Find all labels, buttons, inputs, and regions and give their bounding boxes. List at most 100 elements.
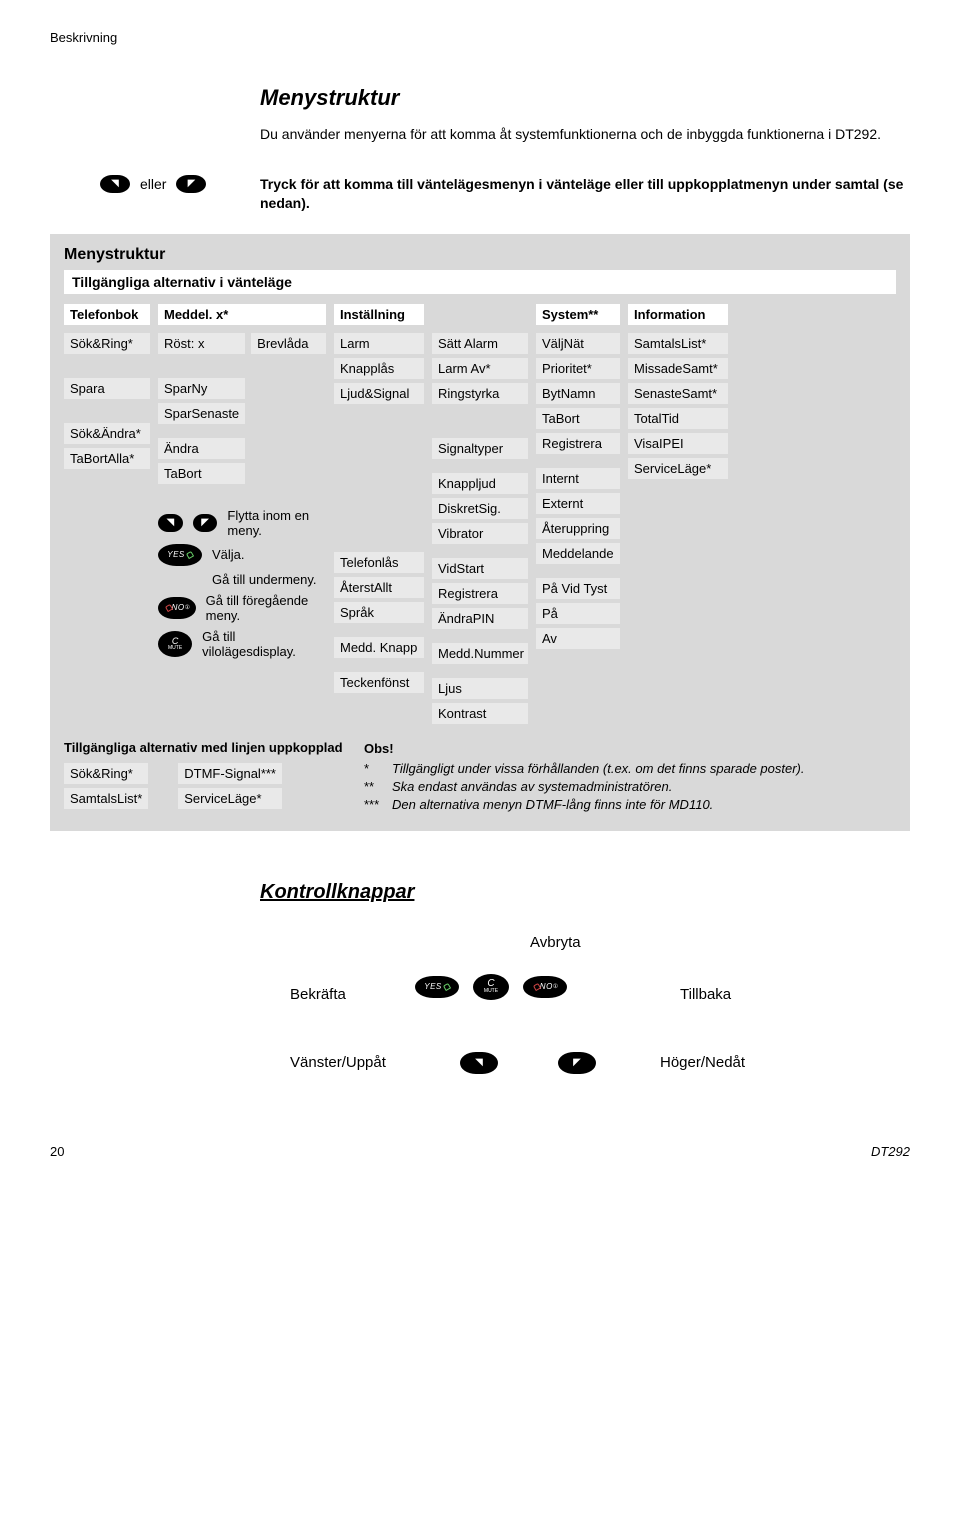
info-item: VisaIPEI xyxy=(628,433,728,454)
head-installning: Inställning xyxy=(334,304,424,325)
meddel-item: TaBort xyxy=(158,463,245,484)
label-tillbaka: Tillbaka xyxy=(680,986,731,1003)
label-vanster: Vänster/Uppåt xyxy=(290,1054,386,1071)
system-item: Prioritet* xyxy=(536,358,620,379)
obs-ast: * xyxy=(364,760,386,778)
inst-item: Ljud&Signal xyxy=(334,383,424,404)
system-item: VäljNät xyxy=(536,333,620,354)
telefonbok-item: Sök&Ändra* xyxy=(64,423,150,444)
legend-text: Gå till föregående meny. xyxy=(206,593,326,623)
left-arrow-icon: ◥ xyxy=(460,1052,498,1074)
kontroll-section: Kontrollknappar Avbryta Bekräfta Tillbak… xyxy=(260,881,910,1094)
panel-subtitle: Tillgängliga alternativ i vänteläge xyxy=(64,270,896,294)
meddel-item: Brevlåda xyxy=(251,333,326,354)
info-item: MissadeSamt* xyxy=(628,358,728,379)
eller-label: eller xyxy=(140,176,166,192)
inst-sub-item: Ringstyrka xyxy=(432,383,528,404)
legend-text: Flytta inom en meny. xyxy=(227,508,326,538)
model-label: DT292 xyxy=(871,1144,910,1159)
col-information: Information SamtalsList* MissadeSamt* Se… xyxy=(628,304,728,479)
intro-body: Du använder menyerna för att komma åt sy… xyxy=(260,125,910,145)
legend-text: Gå till undermeny. xyxy=(212,572,317,587)
left-arrow-icon: ◥ xyxy=(100,175,130,193)
obs-text: Ska endast användas av systemadministrat… xyxy=(392,778,672,796)
page-number: 20 xyxy=(50,1144,64,1159)
legend-text: Gå till vilolägesdisplay. xyxy=(202,629,326,659)
inst-sub-item: Sätt Alarm xyxy=(432,333,528,354)
legend: ◥ ◤ Flytta inom en meny. YES Välja. Gå t… xyxy=(158,508,326,659)
info-item: TotalTid xyxy=(628,408,728,429)
lower-left: Tillgängliga alternativ med linjen uppko… xyxy=(64,740,344,809)
system-item: Externt xyxy=(536,493,620,514)
telefonbok-item: TaBortAlla* xyxy=(64,448,150,469)
intro-title: Menystruktur xyxy=(260,85,910,111)
obs-text: Den alternativa menyn DTMF-lång finns in… xyxy=(392,796,713,814)
inst-sub-item: VidStart xyxy=(432,558,528,579)
telefonbok-item: Sök&Ring* xyxy=(64,333,150,354)
left-arrow-icon: ◥ xyxy=(158,514,183,532)
inst-sub-item: Registrera xyxy=(432,583,528,604)
system-item: På Vid Tyst xyxy=(536,578,620,599)
system-item: Registrera xyxy=(536,433,620,454)
system-item: BytNamn xyxy=(536,383,620,404)
label-avbryta: Avbryta xyxy=(530,934,581,951)
head-information: Information xyxy=(628,304,728,325)
panel-title: Menystruktur xyxy=(64,246,896,264)
inst-sub-item: ÄndraPIN xyxy=(432,608,528,629)
lower-item: SamtalsList* xyxy=(64,788,148,809)
head-system: System** xyxy=(536,304,620,325)
info-item: ServiceLäge* xyxy=(628,458,728,479)
lower-title: Tillgängliga alternativ med linjen uppko… xyxy=(64,740,344,757)
inst-item: Medd. Knapp xyxy=(334,637,424,658)
col-meddel: Meddel. x* Röst: x SparNy SparSenaste Än… xyxy=(158,304,326,659)
lower-item: Sök&Ring* xyxy=(64,763,148,784)
col-installning: Inställning Larm Knapplås Ljud&Signal Te… xyxy=(334,304,424,693)
obs-ast: ** xyxy=(364,778,386,796)
label-bekrafta: Bekräfta xyxy=(290,986,346,1003)
system-item: Meddelande xyxy=(536,543,620,564)
system-item: Återuppring xyxy=(536,518,620,539)
info-item: SamtalsList* xyxy=(628,333,728,354)
meddel-item: Ändra xyxy=(158,438,245,459)
col-telefonbok: Telefonbok Sök&Ring* Spara Sök&Ändra* Ta… xyxy=(64,304,150,469)
lower-item: DTMF-Signal*** xyxy=(178,763,282,784)
inst-sub-item: Signaltyper xyxy=(432,438,528,459)
inst-sub-item: Kontrast xyxy=(432,703,528,724)
telefonbok-item: Spara xyxy=(64,378,150,399)
system-item: TaBort xyxy=(536,408,620,429)
head-telefonbok: Telefonbok xyxy=(64,304,150,325)
col-system: System** VäljNät Prioritet* BytNamn TaBo… xyxy=(536,304,620,649)
c-mute-button-icon: CMUTE xyxy=(473,974,509,1000)
no-button-icon: NO① xyxy=(158,597,196,619)
inst-sub-item: Larm Av* xyxy=(432,358,528,379)
inst-sub-item: Medd.Nummer xyxy=(432,643,528,664)
inst-sub-item: Vibrator xyxy=(432,523,528,544)
kontroll-title: Kontrollknappar xyxy=(260,881,910,904)
no-button-icon: NO① xyxy=(523,976,567,998)
system-item: Internt xyxy=(536,468,620,489)
inst-item: Knapplås xyxy=(334,358,424,379)
c-mute-button-icon: CMUTE xyxy=(158,631,192,657)
meddel-item: SparSenaste xyxy=(158,403,245,424)
obs-block: Obs! *Tillgängligt under vissa förhållan… xyxy=(364,740,896,815)
obs-text: Tillgängligt under vissa förhållanden (t… xyxy=(392,760,805,778)
inst-sub-item: DiskretSig. xyxy=(432,498,528,519)
inst-item: Teckenfönst xyxy=(334,672,424,693)
inst-item: Språk xyxy=(334,602,424,623)
menu-panel: Menystruktur Tillgängliga alternativ i v… xyxy=(50,234,910,831)
meddel-item: SparNy xyxy=(158,378,245,399)
page-header: Beskrivning xyxy=(50,30,910,45)
right-arrow-icon: ◤ xyxy=(176,175,206,193)
inst-item: ÅterstAllt xyxy=(334,577,424,598)
head-meddel: Meddel. x* xyxy=(158,304,326,325)
inst-item: Larm xyxy=(334,333,424,354)
footer: 20 DT292 xyxy=(50,1144,910,1159)
lower-item: ServiceLäge* xyxy=(178,788,282,809)
label-hoger: Höger/Nedåt xyxy=(660,1054,745,1071)
obs-ast: *** xyxy=(364,796,386,814)
yes-button-icon: YES xyxy=(158,544,202,566)
yes-button-icon: YES xyxy=(415,976,459,998)
inst-sub-item: Ljus xyxy=(432,678,528,699)
system-item: På xyxy=(536,603,620,624)
inst-item: Telefonlås xyxy=(334,552,424,573)
